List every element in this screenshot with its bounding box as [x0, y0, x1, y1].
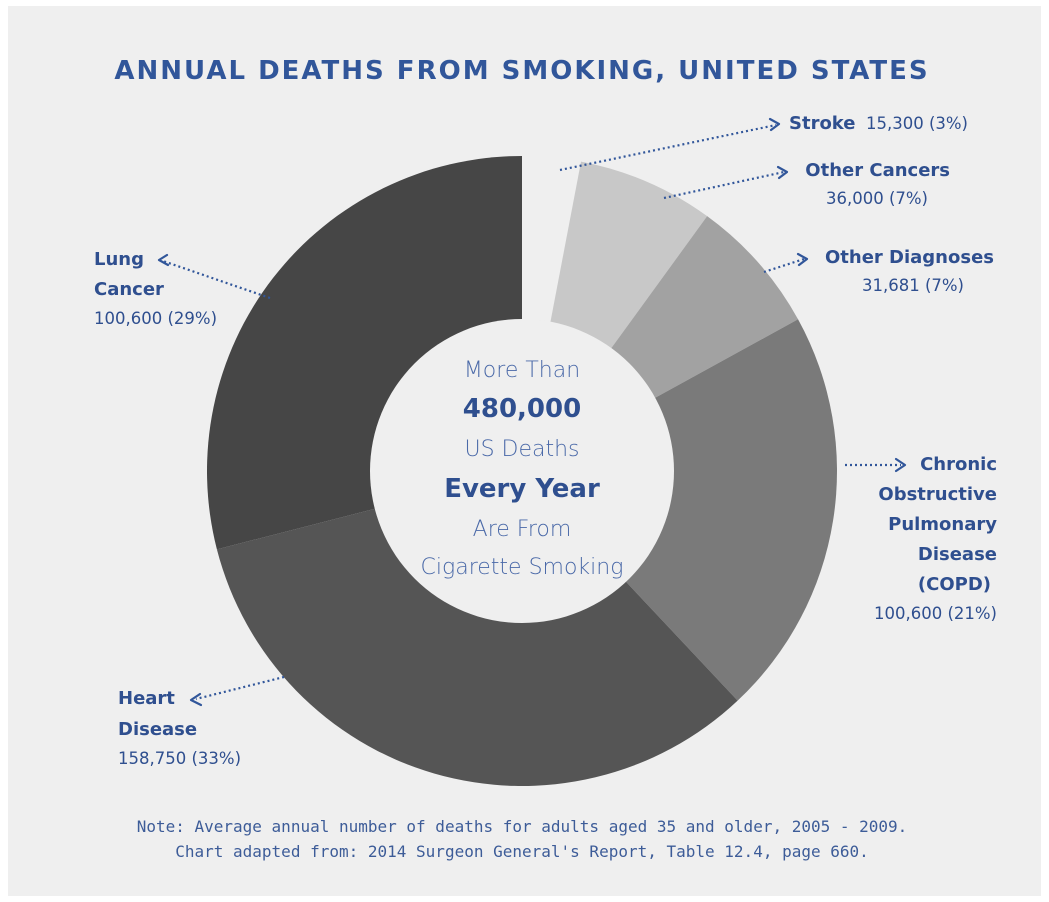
chart-panel: ANNUAL DEATHS FROM SMOKING, UNITED STATE… — [8, 6, 1041, 896]
copd-line-3: Pulmonary — [888, 514, 997, 535]
slice-copd — [522, 319, 838, 701]
heart-value: 158,750 (33%) — [118, 749, 241, 768]
donut-chart: ANNUAL DEATHS FROM SMOKING, UNITED STATE… — [94, 56, 997, 861]
stroke-arrow-icon — [768, 117, 781, 132]
lung-arrow-icon — [157, 253, 170, 267]
label-stroke: Stroke 15,300 (3%) — [789, 113, 968, 134]
heart-line-1: Heart — [118, 688, 175, 709]
center-line-6: Cigarette Smoking — [421, 555, 624, 580]
note-line-2: Chart adapted from: 2014 Surgeon General… — [175, 842, 869, 861]
chart-title: ANNUAL DEATHS FROM SMOKING, UNITED STATE… — [114, 56, 929, 86]
stroke-leader — [559, 123, 777, 172]
other-diagnoses-arrow-icon — [796, 252, 809, 267]
center-line-5: Are From — [473, 517, 572, 542]
other-diagnoses-leader — [763, 257, 805, 274]
label-lung: Lung Cancer 100,600 (29%) — [94, 249, 217, 328]
lung-line-1: Lung — [94, 249, 144, 270]
leader-lines — [157, 117, 907, 707]
heart-arrow-icon — [189, 692, 203, 707]
label-other-cancers: Other Cancers 36,000 (7%) — [805, 160, 950, 208]
other-diagnoses-name: Other Diagnoses — [825, 247, 994, 268]
copd-line-4: Disease — [918, 544, 997, 565]
lung-line-2: Cancer — [94, 279, 164, 300]
label-heart: Heart Disease 158,750 (33%) — [118, 688, 241, 768]
other-cancers-value: 36,000 (7%) — [826, 189, 928, 208]
copd-line-1: Chronic — [920, 454, 997, 475]
center-line-2: 480,000 — [463, 394, 581, 424]
center-line-4: Every Year — [444, 474, 600, 504]
other-cancers-arrow-icon — [776, 165, 789, 180]
center-line-1: More Than — [464, 358, 580, 383]
stroke-value: 15,300 (3%) — [866, 114, 968, 133]
heart-line-2: Disease — [118, 719, 197, 740]
center-line-3: US Deaths — [464, 437, 579, 462]
heart-leader — [195, 675, 285, 701]
copd-arrow-icon — [894, 457, 907, 473]
other-diagnoses-value: 31,681 (7%) — [862, 276, 964, 295]
lung-value: 100,600 (29%) — [94, 309, 217, 328]
label-other-diagnoses: Other Diagnoses 31,681 (7%) — [825, 247, 994, 295]
note-line-1: Note: Average annual number of deaths fo… — [137, 817, 908, 836]
slice-heart-disease — [216, 471, 738, 786]
copd-line-2: Obstructive — [878, 484, 997, 505]
donut-hole — [370, 319, 674, 623]
stroke-name: Stroke — [789, 113, 856, 134]
copd-line-5: (COPD) — [918, 574, 991, 595]
other-cancers-name: Other Cancers — [805, 160, 950, 181]
svg-text:Stroke 15,300 (3%): Stroke 15,300 (3%) — [789, 113, 968, 134]
donut-slices — [207, 156, 838, 786]
lung-leader — [162, 259, 271, 300]
other-cancers-leader — [663, 170, 785, 200]
copd-value: 100,600 (21%) — [874, 604, 997, 623]
label-copd: Chronic Obstructive Pulmonary Disease (C… — [874, 454, 997, 623]
